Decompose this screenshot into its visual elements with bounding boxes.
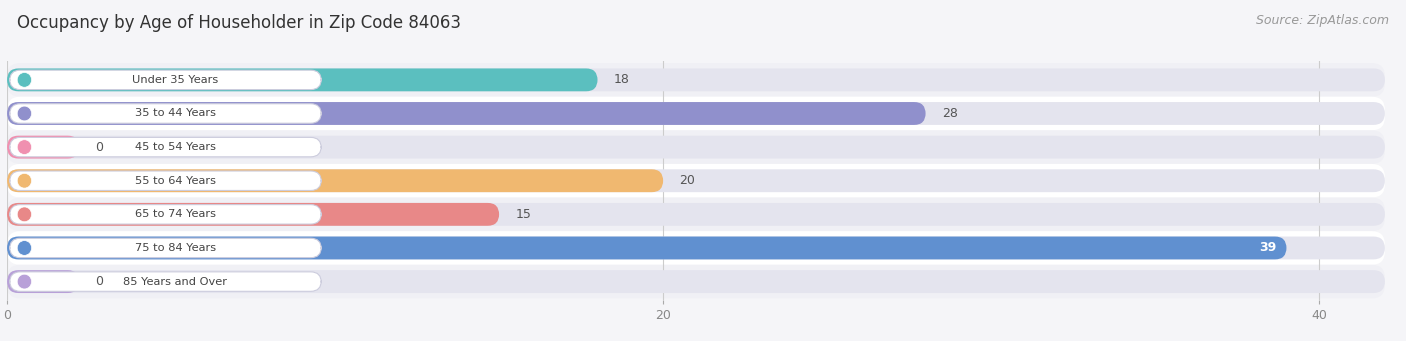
FancyBboxPatch shape xyxy=(7,69,1385,91)
Circle shape xyxy=(17,274,31,289)
Circle shape xyxy=(17,207,31,222)
FancyBboxPatch shape xyxy=(7,169,664,192)
Text: Source: ZipAtlas.com: Source: ZipAtlas.com xyxy=(1256,14,1389,27)
FancyBboxPatch shape xyxy=(7,63,1385,97)
Text: Under 35 Years: Under 35 Years xyxy=(132,75,218,85)
Text: 18: 18 xyxy=(614,73,630,86)
FancyBboxPatch shape xyxy=(10,104,322,123)
FancyBboxPatch shape xyxy=(10,238,322,258)
Text: 75 to 84 Years: 75 to 84 Years xyxy=(135,243,217,253)
FancyBboxPatch shape xyxy=(10,205,322,224)
FancyBboxPatch shape xyxy=(7,203,499,226)
Text: 39: 39 xyxy=(1260,241,1277,254)
Text: 45 to 54 Years: 45 to 54 Years xyxy=(135,142,217,152)
FancyBboxPatch shape xyxy=(10,272,322,291)
FancyBboxPatch shape xyxy=(7,136,1385,159)
FancyBboxPatch shape xyxy=(7,102,925,125)
Text: 20: 20 xyxy=(679,174,696,187)
FancyBboxPatch shape xyxy=(7,270,79,293)
Circle shape xyxy=(17,140,31,154)
FancyBboxPatch shape xyxy=(7,164,1385,197)
Text: 0: 0 xyxy=(96,275,104,288)
Text: 55 to 64 Years: 55 to 64 Years xyxy=(135,176,217,186)
Text: 85 Years and Over: 85 Years and Over xyxy=(124,277,228,286)
FancyBboxPatch shape xyxy=(10,171,322,190)
Text: 65 to 74 Years: 65 to 74 Years xyxy=(135,209,217,219)
Text: 15: 15 xyxy=(516,208,531,221)
FancyBboxPatch shape xyxy=(7,69,598,91)
Text: Occupancy by Age of Householder in Zip Code 84063: Occupancy by Age of Householder in Zip C… xyxy=(17,14,461,32)
FancyBboxPatch shape xyxy=(7,102,1385,125)
FancyBboxPatch shape xyxy=(7,237,1286,260)
FancyBboxPatch shape xyxy=(7,270,1385,293)
Text: 28: 28 xyxy=(942,107,957,120)
FancyBboxPatch shape xyxy=(7,231,1385,265)
FancyBboxPatch shape xyxy=(10,70,322,90)
Circle shape xyxy=(17,73,31,87)
FancyBboxPatch shape xyxy=(7,169,1385,192)
Circle shape xyxy=(17,173,31,188)
Circle shape xyxy=(17,106,31,121)
FancyBboxPatch shape xyxy=(7,197,1385,231)
FancyBboxPatch shape xyxy=(7,203,1385,226)
FancyBboxPatch shape xyxy=(7,237,1385,260)
FancyBboxPatch shape xyxy=(10,137,322,157)
FancyBboxPatch shape xyxy=(7,136,79,159)
FancyBboxPatch shape xyxy=(7,130,1385,164)
Text: 0: 0 xyxy=(96,140,104,153)
FancyBboxPatch shape xyxy=(7,265,1385,298)
Circle shape xyxy=(17,241,31,255)
FancyBboxPatch shape xyxy=(7,97,1385,130)
Text: 35 to 44 Years: 35 to 44 Years xyxy=(135,108,217,118)
